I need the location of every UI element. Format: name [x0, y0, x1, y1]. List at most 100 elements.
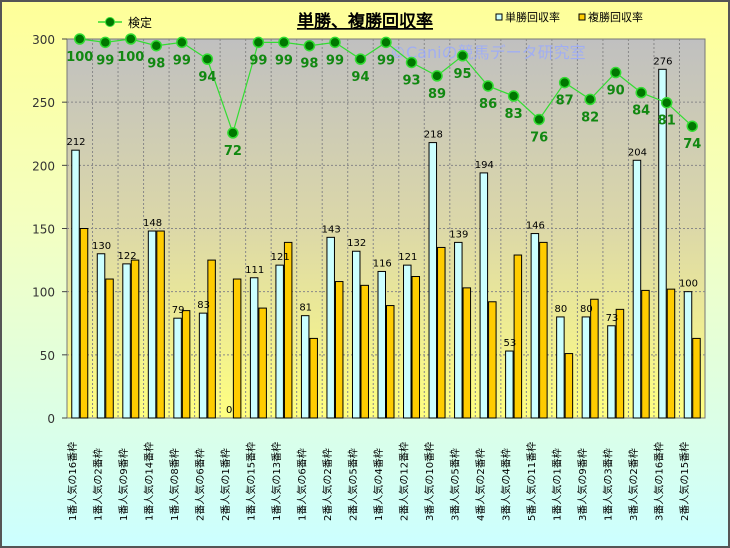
- x-tick-label: 1番人気の8番枠: [168, 448, 181, 521]
- y-tick-label: 150: [32, 223, 55, 237]
- data-label-kentei: 90: [607, 84, 625, 99]
- data-label-tansho: 146: [526, 221, 545, 232]
- data-label-tansho: 83: [197, 300, 210, 311]
- data-label-tansho: 111: [245, 265, 264, 276]
- line-marker: [635, 86, 647, 99]
- chart-title: 単勝、複勝回収率: [297, 11, 433, 32]
- data-label-kentei: 99: [275, 53, 293, 68]
- x-tick-label: 5番人気の11番枠: [525, 442, 538, 521]
- y-tick-label: 100: [32, 286, 55, 300]
- data-label-kentei: 99: [249, 53, 267, 68]
- bar-fukusho: [130, 259, 140, 419]
- bar-tansho: [147, 230, 157, 419]
- data-label-kentei: 72: [224, 144, 242, 159]
- line-marker: [227, 127, 239, 139]
- data-label-tansho: 212: [66, 137, 85, 148]
- bar-fukusho: [283, 241, 293, 419]
- y-tick-label: 250: [32, 96, 55, 110]
- bar-tansho: [556, 316, 565, 419]
- data-label-tansho: 139: [449, 229, 468, 240]
- x-tick-label: 1番人気の15番枠: [244, 442, 257, 521]
- bar-tansho: [632, 159, 642, 419]
- bar-tansho: [530, 233, 540, 419]
- bar-fukusho: [411, 276, 421, 419]
- y-tick-label: 200: [32, 159, 55, 173]
- data-label-kentei: 84: [632, 104, 650, 119]
- bar-tansho: [275, 264, 284, 419]
- data-label-kentei: 99: [173, 53, 191, 68]
- data-label-tansho: 80: [580, 304, 593, 315]
- bar-tansho: [454, 241, 463, 419]
- data-label-tansho: 276: [653, 56, 672, 67]
- x-tick-label: 1番人気の4番枠: [372, 448, 385, 521]
- data-label-kentei: 94: [198, 70, 216, 85]
- data-label-kentei: 99: [326, 53, 344, 68]
- data-label-tansho: 53: [503, 338, 516, 349]
- x-tick-label: 1番人気の14番枠: [142, 442, 155, 521]
- bar-fukusho: [334, 281, 344, 419]
- data-label-tansho: 148: [143, 218, 162, 229]
- line-marker: [176, 36, 188, 49]
- data-label-kentei: 74: [683, 137, 701, 152]
- bar-tansho: [377, 270, 386, 419]
- bar-tansho: [607, 325, 616, 419]
- data-label-tansho: 122: [118, 251, 137, 262]
- x-tick-label: 4番人気の2番枠: [474, 448, 487, 521]
- bar-fukusho: [207, 259, 216, 419]
- data-label-tansho: 73: [606, 313, 619, 324]
- data-label-tansho: 143: [322, 224, 341, 235]
- bar-tansho: [403, 264, 412, 419]
- bar-tansho: [300, 315, 310, 419]
- bar-tansho: [479, 172, 489, 419]
- x-tick-label: 3番人気の4番枠: [500, 448, 513, 521]
- line-marker: [533, 113, 545, 126]
- line-marker: [405, 56, 418, 69]
- data-label-kentei: 100: [117, 50, 144, 65]
- bar-tansho: [249, 277, 259, 419]
- line-marker: [201, 53, 214, 65]
- line-marker: [456, 50, 469, 62]
- data-label-kentei: 87: [556, 94, 574, 109]
- x-tick-label: 2番人気の6番枠: [193, 448, 206, 521]
- line-marker: [278, 36, 290, 49]
- line-marker: [431, 70, 443, 82]
- line-marker: [74, 33, 86, 45]
- line-marker: [686, 120, 698, 132]
- bar-fukusho: [615, 308, 625, 419]
- bar-tansho: [96, 253, 106, 419]
- x-tick-label: 3番人気の2番枠: [627, 448, 640, 521]
- bar-fukusho: [539, 241, 548, 419]
- watermark: ©Caniの競馬データ研究室: [390, 43, 586, 62]
- data-label-tansho: 121: [398, 252, 417, 263]
- legend-label-kentei: 検定: [128, 15, 152, 30]
- data-label-tansho: 116: [373, 258, 392, 269]
- bar-tansho: [428, 142, 438, 419]
- data-label-tansho: 132: [347, 238, 366, 249]
- data-label-kentei: 94: [351, 70, 369, 85]
- data-label-kentei: 89: [428, 87, 446, 102]
- bar-fukusho: [309, 337, 318, 419]
- line-marker: [150, 39, 163, 52]
- x-tick-label: 3番人気の5番枠: [449, 448, 462, 521]
- x-tick-label: 3番人気の10番枠: [423, 442, 436, 521]
- line-marker: [252, 36, 265, 49]
- legend-swatch-tansho: [495, 13, 503, 21]
- line-marker: [354, 53, 367, 65]
- x-tick-label: 1番人気の6番枠: [295, 448, 308, 521]
- data-label-kentei: 86: [479, 97, 497, 112]
- bar-tansho: [351, 250, 361, 419]
- data-label-tansho: 100: [679, 279, 698, 290]
- bar-tansho: [683, 291, 693, 419]
- x-tick-label: 1番人気の3番枠: [602, 448, 615, 521]
- data-label-tansho: 80: [555, 304, 568, 315]
- bar-tansho: [326, 236, 335, 419]
- bar-tansho: [658, 68, 667, 419]
- bar-fukusho: [360, 284, 369, 419]
- data-label-tansho: 0: [226, 405, 232, 416]
- bar-fukusho: [666, 288, 676, 419]
- bar-tansho: [173, 317, 182, 419]
- data-label-tansho: 79: [172, 305, 185, 316]
- line-marker: [584, 93, 596, 106]
- line-marker: [303, 39, 316, 52]
